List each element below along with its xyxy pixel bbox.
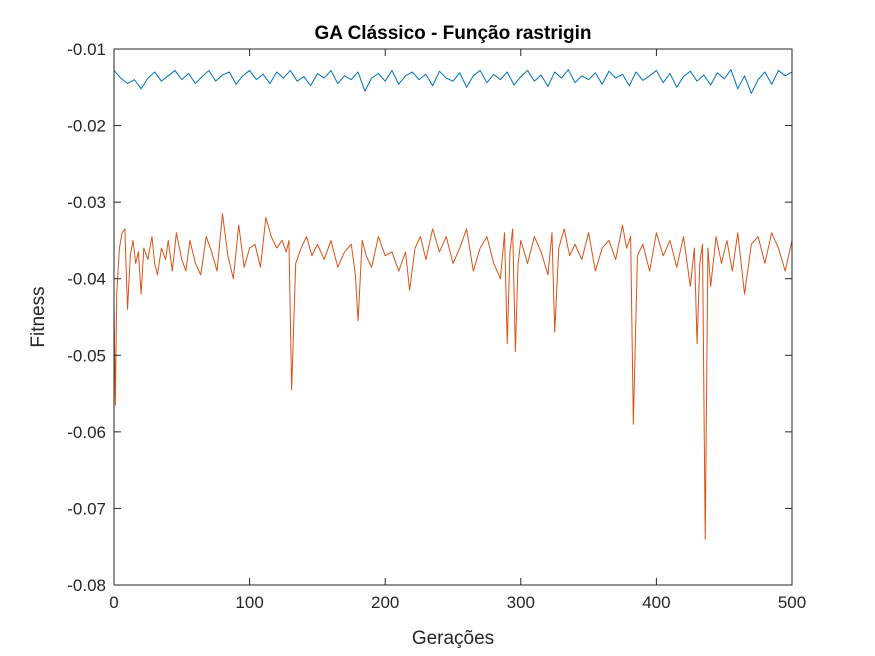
series-line-2 — [113, 213, 793, 540]
y-tick-label: -0.03 — [67, 193, 106, 212]
series-layer — [113, 69, 793, 540]
x-tick-label: 300 — [507, 593, 535, 612]
x-tick-label: 100 — [235, 593, 263, 612]
x-tick-label: 400 — [642, 593, 670, 612]
x-tick-label: 500 — [778, 593, 806, 612]
ticks-layer: 0 100 200 300 400 500 -0.08 -0.07 -0.06 -0.05 -0.0… — [67, 40, 806, 612]
series-line-1 — [113, 69, 793, 94]
chart-title: GA Clássico - Função rastrigin — [315, 23, 592, 44]
x-axis-label: Gerações — [412, 628, 494, 649]
y-axis-label: Fitness — [28, 286, 49, 347]
x-tick-label: 200 — [371, 593, 399, 612]
y-tick-label: -0.06 — [67, 423, 106, 442]
plot-area — [114, 49, 792, 585]
axes-layer — [113, 48, 793, 586]
y-tick-label: -0.01 — [67, 40, 106, 59]
x-tick-label: 0 — [109, 593, 118, 612]
axes-box — [113, 48, 793, 586]
y-tick-label: -0.08 — [67, 576, 106, 595]
y-tick-label: -0.05 — [67, 346, 106, 365]
y-tick-label: -0.07 — [67, 499, 106, 518]
y-tick-label: -0.02 — [67, 117, 106, 136]
y-tick-label: -0.04 — [67, 270, 106, 289]
